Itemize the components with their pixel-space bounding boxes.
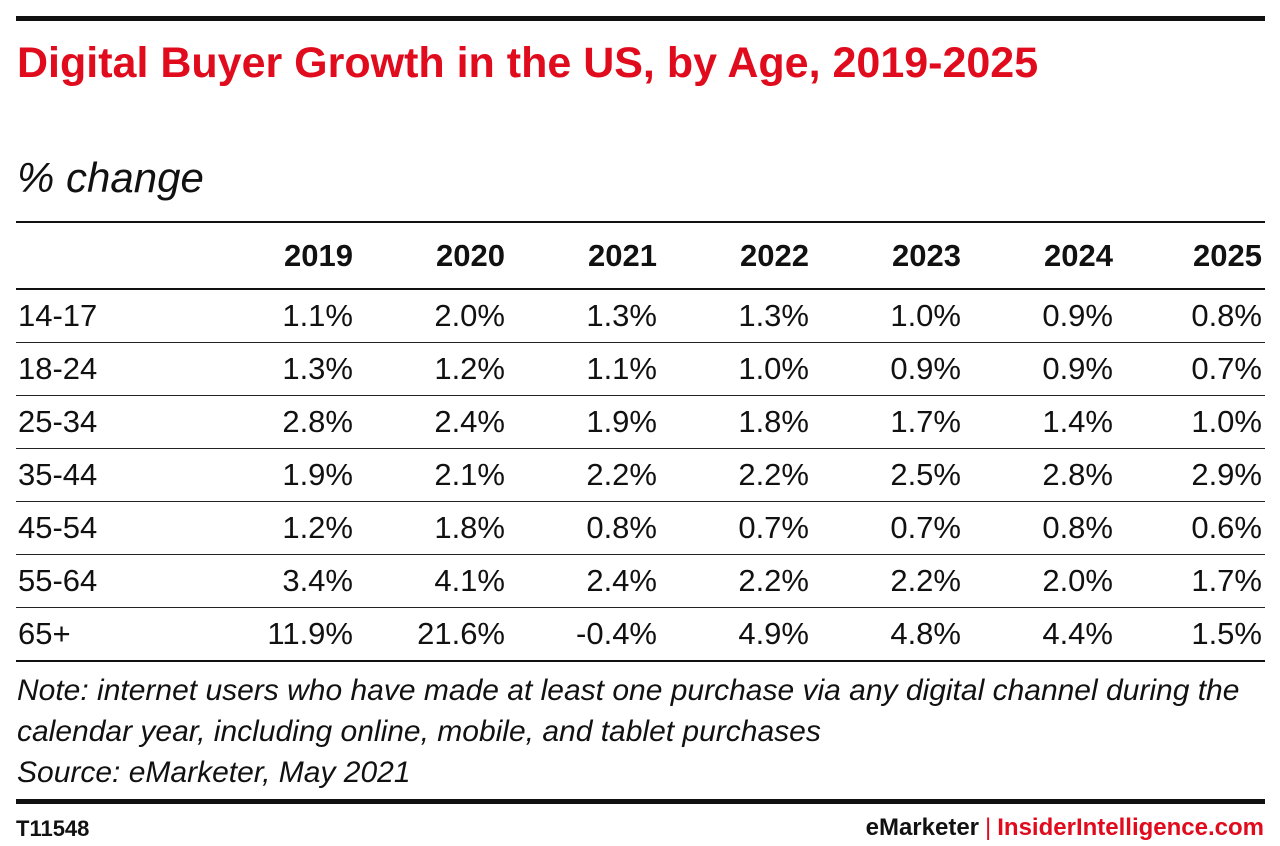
table-cell: 2.8% bbox=[964, 448, 1116, 502]
table-cell: 4.1% bbox=[356, 554, 508, 608]
header-cell-blank bbox=[16, 224, 212, 289]
table-cell: 0.8% bbox=[508, 501, 660, 555]
table-cell: 0.9% bbox=[964, 288, 1116, 343]
chart-note: Note: internet users who have made at le… bbox=[17, 670, 1267, 793]
table-cell: 0.7% bbox=[660, 501, 812, 555]
table-cell: 1.2% bbox=[212, 501, 356, 555]
table-cell: 1.4% bbox=[964, 395, 1116, 449]
table-cell: 0.7% bbox=[812, 501, 964, 555]
table-cell: 4.8% bbox=[812, 607, 964, 662]
table-cell: 1.3% bbox=[212, 342, 356, 396]
data-table: 2019 2020 2021 2022 2023 2024 2025 14-17 1.1% 2.… bbox=[16, 224, 1265, 662]
column-header: 2024 bbox=[1044, 238, 1113, 273]
table-cell: 1.3% bbox=[660, 288, 812, 343]
brand-footer: eMarketer | InsiderIntelligence.com bbox=[866, 814, 1264, 842]
table-cell: 1.8% bbox=[660, 395, 812, 449]
table-cell: 2.2% bbox=[660, 554, 812, 608]
table-cell: 1.2% bbox=[356, 342, 508, 396]
table-cell: 1.9% bbox=[508, 395, 660, 449]
footer-rule bbox=[16, 799, 1265, 804]
table-cell: 1.0% bbox=[1116, 395, 1265, 449]
note-text: Note: internet users who have made at le… bbox=[17, 674, 1240, 748]
row-label: 55-64 bbox=[16, 554, 212, 608]
column-header: 2019 bbox=[284, 238, 353, 273]
top-rule bbox=[16, 16, 1265, 21]
table-row: 35-44 1.9% 2.1% 2.2% 2.2% 2.5% 2.8% 2.9% bbox=[16, 448, 1265, 502]
chart-title: Digital Buyer Growth in the US, by Age, … bbox=[17, 39, 1039, 87]
table-row: 45-54 1.2% 1.8% 0.8% 0.7% 0.7% 0.8% 0.6% bbox=[16, 501, 1265, 555]
source-text: Source: eMarketer, May 2021 bbox=[17, 756, 411, 789]
table-cell: 2.2% bbox=[660, 448, 812, 502]
row-label: 45-54 bbox=[16, 501, 212, 555]
table-cell: 1.0% bbox=[660, 342, 812, 396]
table-cell: 4.4% bbox=[964, 607, 1116, 662]
table-row: 25-34 2.8% 2.4% 1.9% 1.8% 1.7% 1.4% 1.0% bbox=[16, 395, 1265, 449]
table-cell: 0.8% bbox=[1116, 288, 1265, 343]
column-header: 2020 bbox=[436, 238, 505, 273]
brand-insider-intelligence: InsiderIntelligence.com bbox=[997, 814, 1264, 841]
table-cell: 0.9% bbox=[812, 342, 964, 396]
table-header-row: 2019 2020 2021 2022 2023 2024 2025 bbox=[16, 224, 1265, 289]
table-cell: 0.8% bbox=[964, 501, 1116, 555]
table-cell: 2.2% bbox=[508, 448, 660, 502]
row-label: 18-24 bbox=[16, 342, 212, 396]
table-cell: 1.7% bbox=[1116, 554, 1265, 608]
table-cell: 2.4% bbox=[356, 395, 508, 449]
column-header: 2025 bbox=[1193, 238, 1262, 273]
table-cell: 0.7% bbox=[1116, 342, 1265, 396]
table-cell: 0.9% bbox=[964, 342, 1116, 396]
table-cell: 1.0% bbox=[812, 288, 964, 343]
table-cell: 3.4% bbox=[212, 554, 356, 608]
table-cell: 2.8% bbox=[212, 395, 356, 449]
brand-separator: | bbox=[985, 814, 992, 841]
table-cell: 2.2% bbox=[812, 554, 964, 608]
table-cell: 2.5% bbox=[812, 448, 964, 502]
column-header: 2021 bbox=[588, 238, 657, 273]
table-cell: 2.4% bbox=[508, 554, 660, 608]
brand-emarketer: eMarketer bbox=[865, 814, 980, 841]
chart-id: T11548 bbox=[16, 816, 90, 841]
table-cell: 11.9% bbox=[212, 607, 356, 662]
table-cell: 1.9% bbox=[212, 448, 356, 502]
table-cell: 1.8% bbox=[356, 501, 508, 555]
table-row: 55-64 3.4% 4.1% 2.4% 2.2% 2.2% 2.0% 1.7% bbox=[16, 554, 1265, 608]
table-cell: 1.3% bbox=[508, 288, 660, 343]
row-label: 14-17 bbox=[16, 288, 212, 343]
table-cell: 2.0% bbox=[356, 288, 508, 343]
table-cell: 1.1% bbox=[212, 288, 356, 343]
table-row: 65+ 11.9% 21.6% -0.4% 4.9% 4.8% 4.4% 1.5% bbox=[16, 607, 1265, 662]
table-cell: 0.6% bbox=[1116, 501, 1265, 555]
table-cell: 1.1% bbox=[508, 342, 660, 396]
table-cell: 4.9% bbox=[660, 607, 812, 662]
table-row: 14-17 1.1% 2.0% 1.3% 1.3% 1.0% 0.9% 0.8% bbox=[16, 288, 1265, 343]
column-header: 2022 bbox=[740, 238, 809, 273]
row-label: 25-34 bbox=[16, 395, 212, 449]
row-label: 65+ bbox=[16, 607, 212, 662]
table-cell: 2.0% bbox=[964, 554, 1116, 608]
chart-subtitle: % change bbox=[17, 154, 204, 201]
table-cell: 21.6% bbox=[356, 607, 508, 662]
table-cell: -0.4% bbox=[508, 607, 660, 662]
table-cell: 1.5% bbox=[1116, 607, 1265, 662]
table-cell: 1.7% bbox=[812, 395, 964, 449]
table-row: 18-24 1.3% 1.2% 1.1% 1.0% 0.9% 0.9% 0.7% bbox=[16, 342, 1265, 396]
row-label: 35-44 bbox=[16, 448, 212, 502]
table-cell: 2.1% bbox=[356, 448, 508, 502]
header-rule bbox=[16, 221, 1265, 223]
column-header: 2023 bbox=[892, 238, 961, 273]
table-cell: 2.9% bbox=[1116, 448, 1265, 502]
